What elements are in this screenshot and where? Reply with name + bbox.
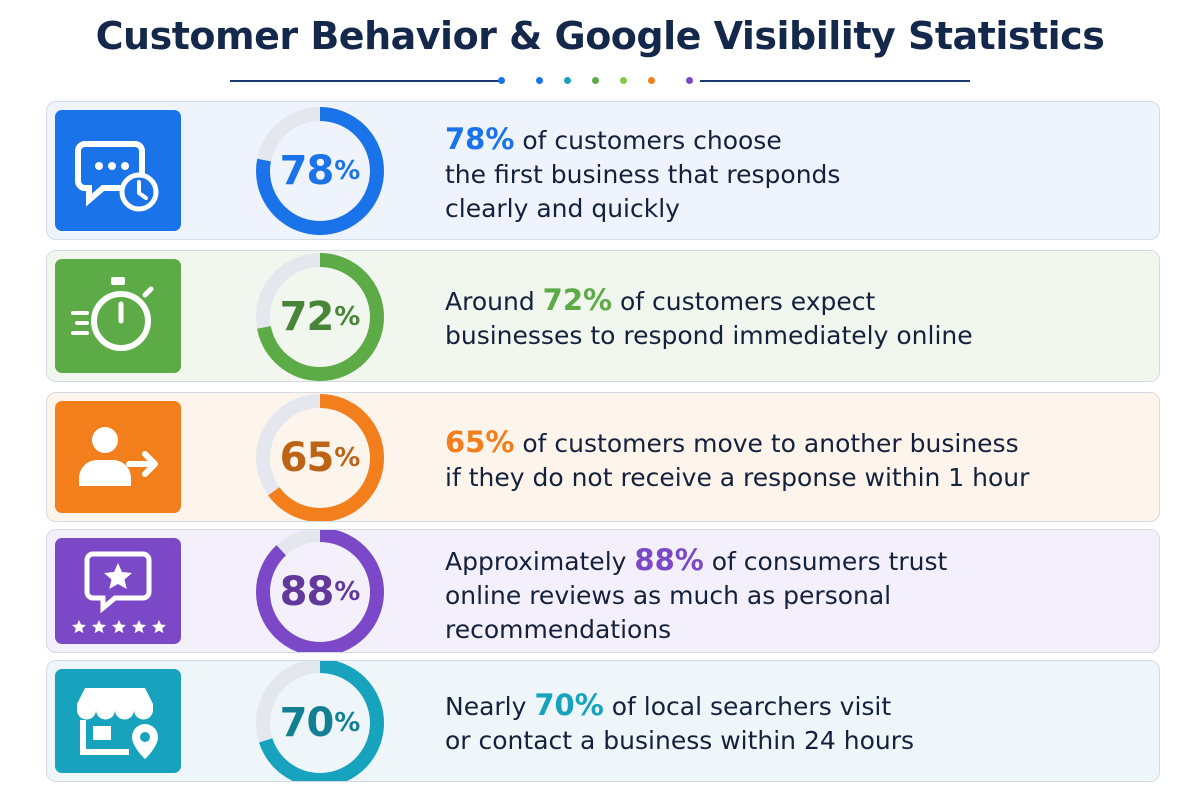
stat-line-prefix: Approximately — [445, 547, 635, 576]
storefront-pin-icon — [77, 688, 158, 759]
stat-line-3: recommendations — [445, 615, 672, 644]
donut-value: 70% — [253, 661, 387, 781]
donut-value-percent: % — [334, 577, 361, 607]
donut-value-number: 70 — [279, 700, 335, 746]
donut-arc — [256, 394, 384, 521]
title-divider — [230, 74, 970, 86]
donut-value-number: 88 — [279, 569, 335, 615]
stat-text: Around 72% of customers expect businesse… — [445, 283, 1139, 353]
stat-line-1: 78% of customers choose — [445, 122, 1139, 158]
stat-line-2: online reviews as much as personal — [445, 581, 892, 610]
divider-dot-purple — [686, 77, 693, 84]
divider-dot-blue — [498, 77, 505, 84]
icon-tile — [55, 669, 181, 773]
donut-arc — [256, 253, 384, 381]
stat-line-suffix: of customers expect — [612, 287, 876, 316]
donut-value-number: 65 — [279, 435, 335, 481]
donut-svg — [256, 107, 384, 235]
divider-line-right — [700, 80, 970, 82]
donut-arc — [256, 107, 384, 235]
donut-value: 72% — [253, 251, 387, 381]
donut-value-number: 72 — [279, 294, 335, 340]
donut-chart: 65% — [253, 393, 387, 521]
stat-highlight: 70% — [534, 688, 604, 722]
donut-value-percent: % — [334, 302, 361, 332]
donut-svg — [256, 394, 384, 521]
chat-clock-icon — [75, 140, 159, 211]
stat-card-reviews-trust: 88% Approximately 88% of consumers trust… — [46, 529, 1160, 653]
stat-line-suffix: of consumers trust — [703, 547, 948, 576]
user-exit-icon — [79, 427, 158, 486]
icon-tile — [55, 259, 181, 373]
donut-svg — [256, 253, 384, 381]
donut-value-number: 78 — [279, 148, 335, 194]
donut-arc — [256, 661, 384, 781]
stat-card-local-search: 70% Nearly 70% of local searchers visit … — [46, 660, 1160, 782]
stat-text: 78% of customers choose the first busine… — [445, 122, 1139, 226]
stat-line-1: Nearly 70% of local searchers visit — [445, 688, 1139, 724]
divider-line-left — [230, 80, 500, 82]
stat-highlight: 72% — [542, 283, 613, 317]
donut-value-percent: % — [334, 443, 361, 473]
divider-dot-teal — [564, 77, 571, 84]
stat-line-suffix: of customers choose — [514, 126, 782, 155]
stat-highlight: 65% — [445, 425, 515, 459]
donut-arc — [256, 530, 384, 652]
stat-line-2: businesses to respond immediately online — [445, 321, 973, 350]
stat-line-1: Around 72% of customers expect — [445, 283, 1139, 319]
stat-text: Nearly 70% of local searchers visit or c… — [445, 688, 1139, 758]
stat-line-1: 65% of customers move to another busines… — [445, 425, 1139, 461]
stat-text: 65% of customers move to another busines… — [445, 425, 1139, 495]
divider-dot-lightgreen — [620, 77, 627, 84]
review-stars-icon — [72, 551, 166, 634]
stat-line-prefix: Nearly — [445, 692, 535, 721]
donut-chart: 88% — [253, 530, 387, 652]
donut-value-percent: % — [334, 708, 361, 738]
donut-value-percent: % — [334, 156, 361, 186]
stat-line-prefix: Around — [445, 287, 543, 316]
stat-line-2: if they do not receive a response within… — [445, 463, 1030, 492]
icon-tile — [55, 401, 181, 513]
icon-tile — [55, 538, 181, 644]
stat-card-immediate-response: 72% Around 72% of customers expect busin… — [46, 250, 1160, 382]
stat-line-1: Approximately 88% of consumers trust — [445, 543, 1139, 579]
stat-line-2: the first business that responds — [445, 160, 841, 189]
stat-highlight: 88% — [634, 543, 704, 577]
donut-chart: 78% — [253, 104, 387, 238]
stat-line-2: or contact a business within 24 hours — [445, 726, 915, 755]
divider-dot-blue-2 — [536, 77, 543, 84]
donut-value: 88% — [253, 530, 387, 652]
stat-line-suffix: of local searchers visit — [603, 692, 892, 721]
stopwatch-icon — [71, 277, 154, 351]
stat-line-suffix: of customers move to another business — [514, 429, 1019, 458]
donut-chart: 72% — [253, 251, 387, 381]
donut-value: 78% — [253, 104, 387, 238]
donut-value: 65% — [253, 393, 387, 521]
stat-highlight: 78% — [445, 122, 515, 156]
divider-dot-green — [592, 77, 599, 84]
icon-tile — [55, 110, 181, 231]
page-title: Customer Behavior & Google Visibility St… — [95, 14, 1105, 58]
donut-chart: 70% — [253, 661, 387, 781]
donut-svg — [256, 530, 384, 652]
donut-svg — [256, 661, 384, 781]
stat-line-3: clearly and quickly — [445, 194, 680, 223]
stat-card-one-hour: 65% 65% of customers move to another bus… — [46, 392, 1160, 522]
divider-dot-orange — [648, 77, 655, 84]
stat-text: Approximately 88% of consumers trust onl… — [445, 543, 1139, 647]
stat-card-response-speed: 78% 78% of customers choose the first bu… — [46, 101, 1160, 240]
